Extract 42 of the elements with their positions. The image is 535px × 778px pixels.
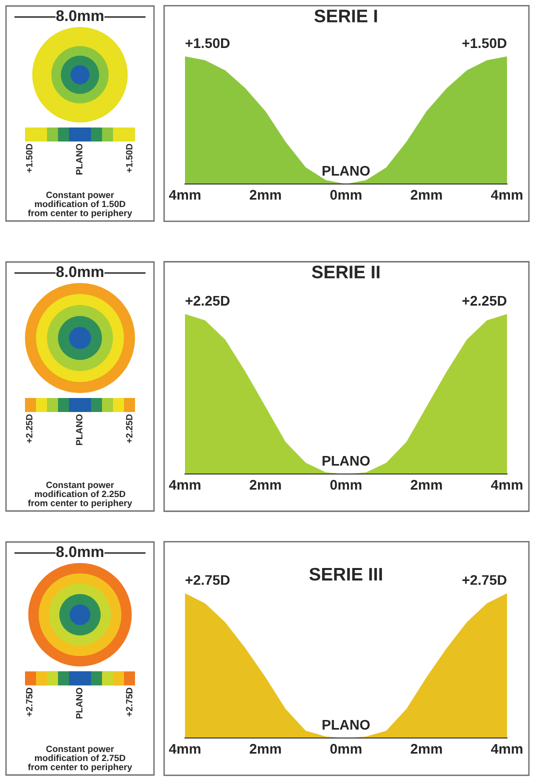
x-tick-label: 2mm xyxy=(250,480,281,490)
x-tick-label: 0mm xyxy=(330,744,362,754)
x-tick-label: 4mm xyxy=(169,480,200,490)
x-tick-label: 4mm xyxy=(169,744,200,754)
x-tick-label: 0mm xyxy=(330,480,362,490)
text: +2.75D xyxy=(126,688,132,716)
chart-title: SERIE I xyxy=(314,10,377,22)
annotation: +2.25D xyxy=(462,296,506,306)
annotation: +1.50D xyxy=(186,38,230,48)
text: +2.25D xyxy=(26,414,32,443)
annotation: +1.50D xyxy=(462,38,506,48)
x-tick-label: 4mm xyxy=(491,190,522,200)
x-tick-label: 2mm xyxy=(250,744,281,754)
annotation: +2.75D xyxy=(186,575,230,585)
text: 8.0mm xyxy=(56,546,104,558)
x-tick-label: 2mm xyxy=(410,480,442,490)
text: +2.25D xyxy=(126,414,132,443)
x-tick-label: 2mm xyxy=(410,190,442,200)
x-tick-label: 4mm xyxy=(169,190,200,200)
annotation: +2.25D xyxy=(186,296,230,306)
annotation: PLANO xyxy=(322,720,370,730)
x-tick-label: 0mm xyxy=(330,190,362,200)
text: +1.50D xyxy=(26,144,32,172)
x-tick-label: 4mm xyxy=(491,744,522,754)
annotation: PLANO xyxy=(322,166,370,176)
text: PLANO xyxy=(76,688,82,718)
text: Constant power modification of 1.50D from center to periphery xyxy=(28,192,132,218)
chart-title: SERIE III xyxy=(309,568,382,581)
text: PLANO xyxy=(76,414,82,445)
text: PLANO xyxy=(76,144,82,174)
annotation: PLANO xyxy=(322,456,370,466)
text: 8.0mm xyxy=(56,266,104,278)
chart-title: SERIE II xyxy=(312,266,380,278)
text: +2.75D xyxy=(26,688,32,716)
x-tick-label: 2mm xyxy=(250,190,281,200)
x-tick-label: 2mm xyxy=(410,744,442,754)
x-tick-label: 4mm xyxy=(491,480,522,490)
text: Constant power modification of 2.75D from center to periphery xyxy=(28,746,132,772)
text: 8.0mm xyxy=(56,10,104,22)
text: +1.50D xyxy=(126,144,132,172)
annotation: +2.75D xyxy=(462,575,506,585)
text: Constant power modification of 2.25D from center to periphery xyxy=(28,482,132,508)
